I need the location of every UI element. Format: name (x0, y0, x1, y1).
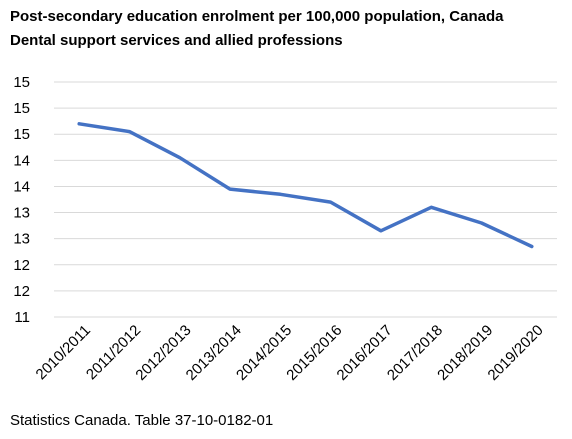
y-tick-label: 12 (13, 283, 30, 300)
y-tick-label: 13 (13, 231, 30, 248)
y-tick-label: 14 (13, 178, 30, 195)
chart-subtitle: Dental support services and allied profe… (10, 32, 343, 49)
line-chart: 11 12 12 13 13 14 14 15 15 15 2010/20112011/20122… (13, 74, 557, 384)
chart-title-block: Post-secondary education enrolment per 1… (10, 5, 566, 53)
gridlines (54, 81, 557, 318)
y-tick-label: 12 (13, 257, 30, 274)
source-note: Statistics Canada. Table 37-10-0182-01 (10, 412, 274, 429)
series-lines (77, 122, 534, 249)
x-axis-tick-labels: 2010/20112011/20122012/20132013/20142014… (33, 322, 547, 384)
y-tick-label: 13 (13, 205, 30, 222)
y-tick-label: 15 (13, 74, 30, 91)
y-tick-label: 15 (13, 126, 30, 143)
chart-title: Post-secondary education enrolment per 1… (10, 8, 504, 25)
y-tick-label: 14 (13, 152, 30, 169)
y-axis-tick-labels: 11 12 12 13 13 14 14 15 15 15 (13, 74, 30, 326)
y-tick-label: 15 (13, 100, 30, 117)
x-tick-label: 2019/2020 (485, 322, 547, 384)
series-line (77, 122, 534, 249)
y-tick-label: 11 (14, 309, 30, 326)
